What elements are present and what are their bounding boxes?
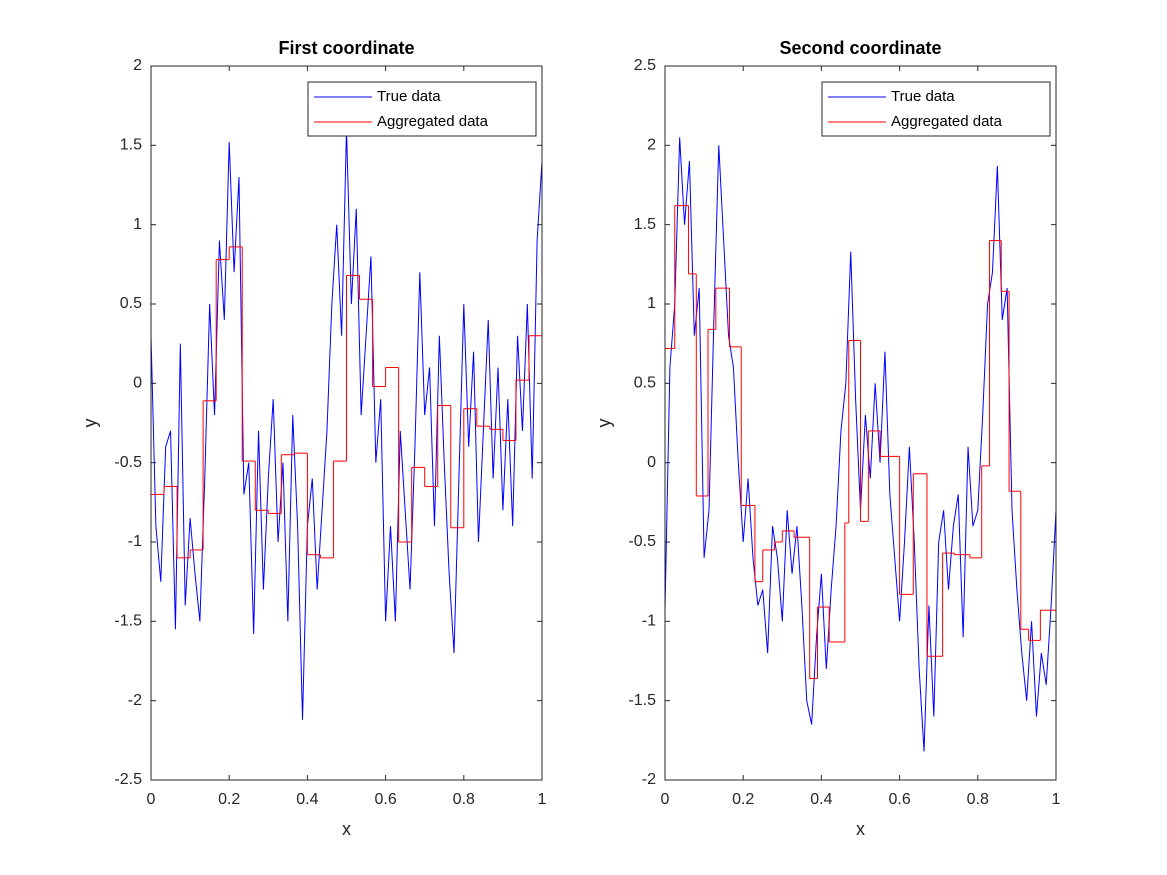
y-tick-label: 0.5 (634, 375, 656, 392)
x-tick-label: 0.8 (453, 791, 475, 808)
legend-box (821, 81, 1051, 137)
y-tick-label: 0 (133, 375, 142, 392)
x-tick-label: 0 (661, 791, 670, 808)
legend-label: True data (891, 88, 955, 105)
y-axis-label: y (80, 419, 100, 428)
x-tick-label: 0.8 (967, 791, 989, 808)
x-tick-label: 0 (147, 791, 156, 808)
x-tick-label: 0.4 (810, 791, 832, 808)
y-tick-label: -1.5 (628, 692, 656, 709)
y-tick-label: -1 (642, 613, 656, 630)
y-tick-label: 2.5 (634, 57, 656, 74)
chart-title: Second coordinate (779, 38, 941, 58)
x-tick-label: 1 (1052, 791, 1061, 808)
y-tick-label: 2 (133, 57, 142, 74)
axes-box (150, 65, 543, 781)
y-axis-label: y (594, 419, 614, 428)
y-tick-label: -0.5 (114, 454, 142, 471)
legend-label: Aggregated data (377, 113, 489, 130)
y-tick-label: -2 (642, 771, 656, 788)
x-tick-label: 0.4 (296, 791, 318, 808)
y-tick-label: 1.5 (634, 216, 656, 233)
y-tick-label: -2.5 (114, 771, 142, 788)
plot-area (665, 137, 1056, 752)
x-axis-label: x (342, 819, 351, 839)
y-tick-label: 1 (133, 216, 142, 233)
y-tick-label: -0.5 (628, 533, 656, 550)
x-axis-label: x (856, 819, 865, 839)
legend-label: Aggregated data (891, 113, 1003, 130)
axes: 0 0.2 0.4 0.6 0.8 1 -2 -1.5 -1 -0.5 0 0.5 1 1.5 2 2.5 Se… (594, 38, 1061, 839)
y-tick-label: 1.5 (120, 137, 142, 154)
axes: 0 0.2 0.4 0.6 0.8 1 -2.5 -2 -1.5 -1 -0.5 0 0.5 1 1.5 2 F… (80, 38, 547, 839)
y-tick-label: 0.5 (120, 295, 142, 312)
axes-box (664, 65, 1057, 781)
x-tick-label: 0.6 (374, 791, 396, 808)
y-tick-label: 1 (647, 295, 656, 312)
legend-box (307, 81, 537, 137)
chart-title: First coordinate (278, 38, 414, 58)
y-tick-label: -2 (128, 692, 142, 709)
legend: True data Aggregated data (821, 81, 1051, 137)
x-tick-label: 0.2 (218, 791, 240, 808)
x-tick-label: 1 (538, 791, 547, 808)
y-tick-label: -1 (128, 533, 142, 550)
x-tick-label: 0.2 (732, 791, 754, 808)
y-tick-label: 0 (647, 454, 656, 471)
x-tick-label: 0.6 (888, 791, 910, 808)
y-tick-label: 2 (647, 137, 656, 154)
legend: True data Aggregated data (307, 81, 537, 137)
y-tick-label: -1.5 (114, 613, 142, 630)
legend-label: True data (377, 88, 441, 105)
